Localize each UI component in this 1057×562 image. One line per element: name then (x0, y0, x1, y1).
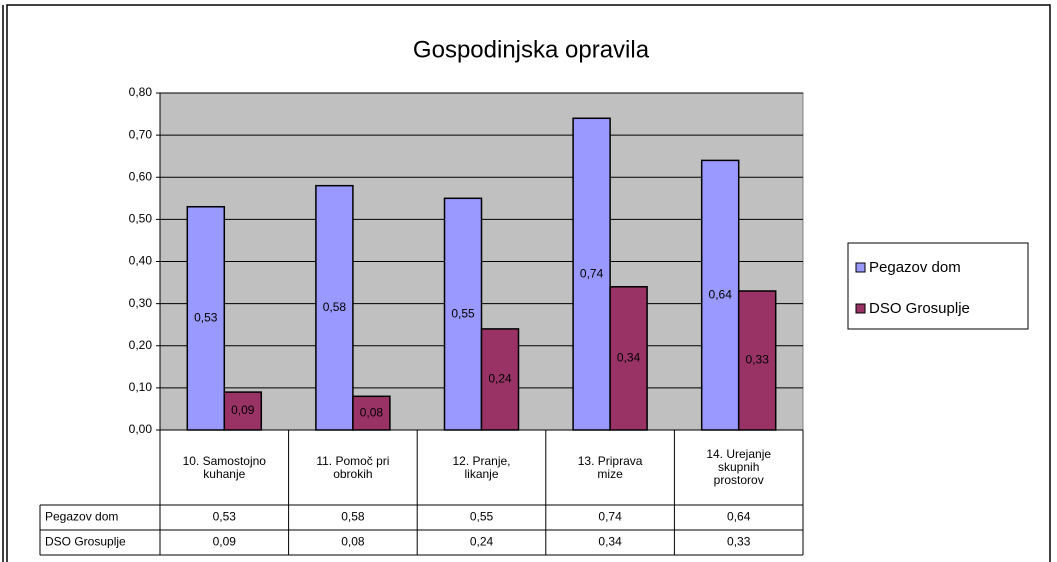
x-tick-label: 13. Priprava mize (577, 453, 643, 481)
data-label: 0,58 (323, 300, 347, 314)
data-label: 0,34 (617, 351, 641, 365)
x-tick-label: 11. Pomoč pri obrokih (316, 453, 390, 481)
legend-label: DSO Grosuplje (869, 300, 970, 317)
y-tick-label: 0,10 (129, 380, 153, 394)
bar (700, 159, 740, 431)
legend-label: Pegazov dom (869, 259, 961, 276)
chart-title: Gospodinjska opravila (413, 36, 650, 63)
y-tick-label: 0,70 (129, 127, 153, 141)
bar (572, 117, 611, 431)
bar (609, 286, 648, 431)
y-tick-label: 0,80 (129, 85, 153, 99)
data-label: 0,64 (709, 287, 733, 301)
x-tick-label: 14. Urejanje skupnih prostorov (706, 447, 772, 487)
bar (315, 184, 354, 431)
x-tick-label: 10. Samostojno kuhanje (182, 453, 266, 481)
table-cell: 0,34 (598, 535, 622, 549)
legend-swatch (855, 303, 866, 314)
table-cell: 0,33 (727, 535, 751, 549)
table-cell: 0,09 (213, 535, 237, 549)
y-tick-label: 0,30 (129, 296, 153, 310)
bar (186, 205, 226, 431)
bar (352, 395, 391, 431)
legend-box (847, 242, 1029, 330)
legend-swatch (855, 262, 866, 273)
bar (480, 328, 520, 431)
table-cell: 0,64 (727, 510, 751, 524)
data-label: 0,09 (231, 403, 255, 417)
y-tick-label: 0,00 (129, 422, 153, 436)
data-label: 0,55 (451, 306, 475, 320)
table-cell: 0,08 (341, 535, 365, 549)
bar (223, 391, 263, 431)
table-cell: 0,24 (470, 535, 494, 549)
table-cell: 0,55 (470, 510, 494, 524)
data-label: 0,33 (746, 353, 770, 367)
frame (6, 4, 1051, 562)
x-tick-label: 12. Pranje, likanje (452, 453, 511, 481)
table-cell: 0,74 (598, 510, 622, 524)
data-label: 0,74 (580, 266, 604, 280)
data-label: 0,53 (194, 311, 218, 325)
y-tick-label: 0,40 (129, 254, 153, 268)
table-cell: 0,53 (213, 510, 237, 524)
table-row-label: DSO Grosuplje (45, 535, 126, 549)
data-label: 0,08 (360, 405, 384, 419)
y-tick-label: 0,60 (129, 169, 153, 183)
data-label: 0,24 (488, 372, 512, 386)
bar (737, 290, 777, 431)
table-cell: 0,58 (341, 510, 365, 524)
table-row-label: Pegazov dom (45, 510, 118, 524)
y-tick-label: 0,20 (129, 338, 153, 352)
y-tick-label: 0,50 (129, 212, 153, 226)
